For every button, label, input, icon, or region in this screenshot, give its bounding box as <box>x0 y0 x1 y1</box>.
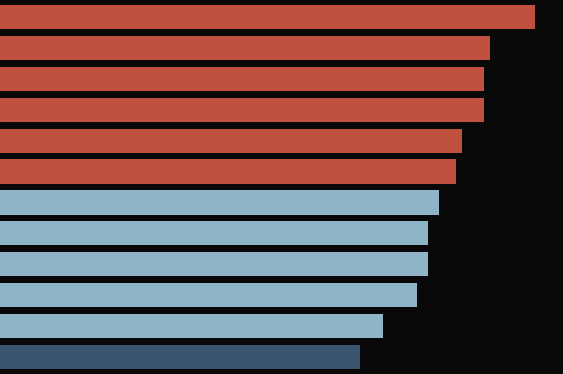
Bar <box>0 345 360 369</box>
Bar <box>0 98 484 122</box>
Bar <box>0 36 490 60</box>
Bar <box>0 190 439 215</box>
Bar <box>0 252 428 276</box>
Bar <box>0 221 428 245</box>
Bar <box>0 283 417 307</box>
Bar <box>0 5 535 29</box>
Bar <box>0 67 484 91</box>
Bar <box>0 129 462 153</box>
Bar <box>0 159 456 184</box>
Bar <box>0 314 383 338</box>
